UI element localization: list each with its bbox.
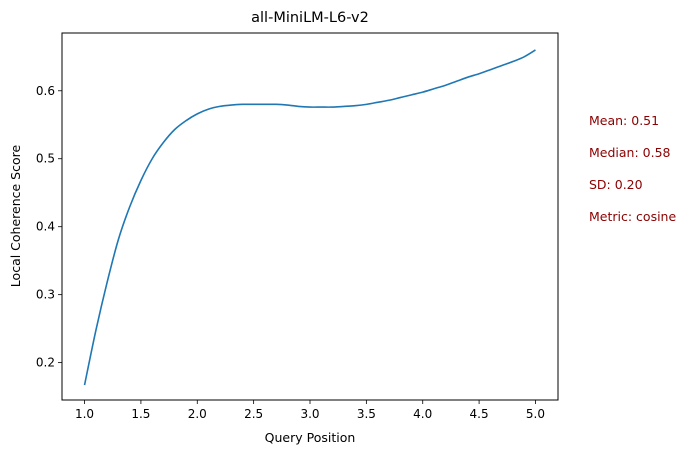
series-line-0 — [83, 49, 536, 386]
stat-median: Median: 0.58 — [589, 145, 671, 160]
x-tick-label: 4.5 — [470, 407, 489, 421]
stat-mean: Mean: 0.51 — [589, 113, 660, 128]
x-tick-label: 2.0 — [188, 407, 207, 421]
x-tick-label: 3.5 — [357, 407, 376, 421]
y-tick-label: 0.5 — [36, 152, 55, 166]
y-tick-label: 0.3 — [36, 288, 55, 302]
stat-sd: SD: 0.20 — [589, 177, 643, 192]
chart-title: all-MiniLM-L6-v2 — [251, 10, 369, 26]
y-tick-label: 0.2 — [36, 356, 55, 370]
y-axis-label: Local Coherence Score — [8, 145, 23, 288]
x-tick-label: 5.0 — [526, 407, 545, 421]
x-tick-label: 1.5 — [131, 407, 150, 421]
x-tick-label: 3.0 — [300, 407, 319, 421]
x-axis-label: Query Position — [265, 430, 356, 445]
y-tick-label: 0.4 — [36, 220, 55, 234]
plot-area-frame — [61, 32, 559, 401]
x-tick-label: 1.0 — [75, 407, 94, 421]
stats-panel: Mean: 0.51 Median: 0.58 SD: 0.20 Metric:… — [589, 105, 676, 233]
stat-metric: Metric: cosine — [589, 209, 677, 224]
x-tick-label: 2.5 — [244, 407, 263, 421]
x-tick-label: 4.0 — [413, 407, 432, 421]
y-tick-label: 0.6 — [36, 84, 55, 98]
